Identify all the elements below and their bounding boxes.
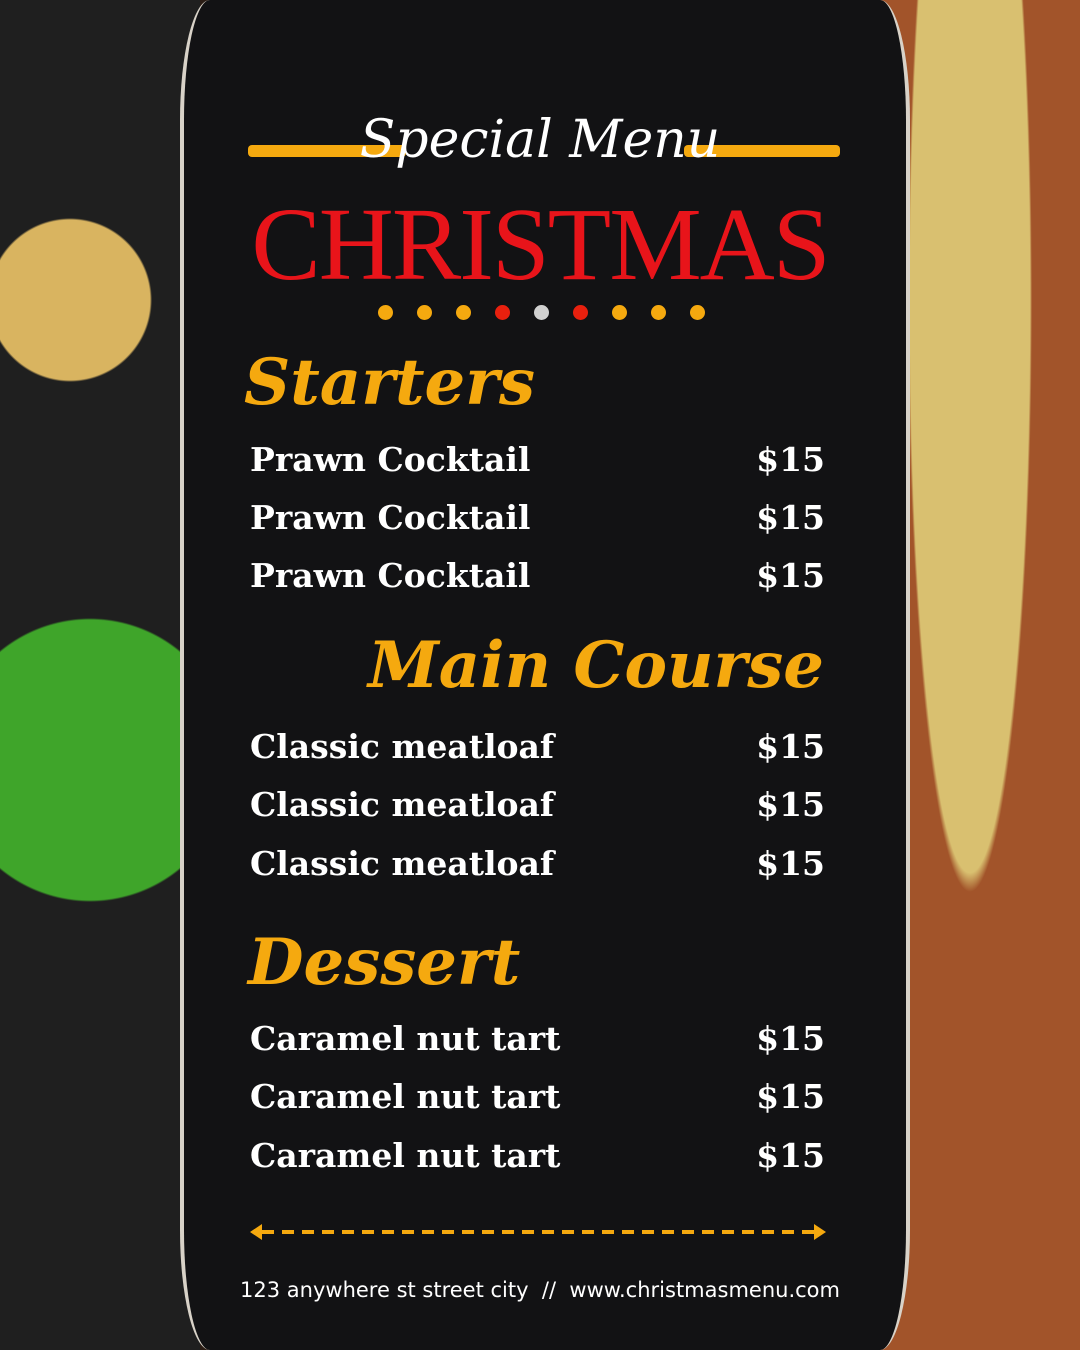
item-name: Classic meatloaf [250,844,555,883]
dot [573,305,588,320]
dot [378,305,393,320]
item-name: Prawn Cocktail [250,498,531,537]
item-name: Prawn Cocktail [250,440,531,479]
menu-item: Classic meatloaf $15 [250,727,825,766]
item-price: $15 [756,727,825,766]
item-price: $15 [756,1136,825,1175]
decorative-dots [378,305,705,320]
dot [456,305,471,320]
double-arrow-divider-icon [250,1224,826,1240]
decorative-bar-left [248,145,406,157]
decorative-bar-right [684,145,840,157]
section-heading-starters: Starters [244,345,535,420]
menu-item: Classic meatloaf $15 [250,844,825,883]
food-photo-left [0,0,200,1350]
item-name: Caramel nut tart [250,1019,561,1058]
item-name: Prawn Cocktail [250,556,531,595]
item-price: $15 [756,1077,825,1116]
dot [651,305,666,320]
dot [495,305,510,320]
dot [612,305,627,320]
subtitle: Special Menu [359,110,721,170]
dot [417,305,432,320]
item-price: $15 [756,556,825,595]
item-price: $15 [756,844,825,883]
item-name: Caramel nut tart [250,1077,561,1116]
dot [534,305,549,320]
menu-item: Prawn Cocktail $15 [250,498,825,537]
section-heading-main-course: Main Course [367,628,824,703]
footer-address: 123 anywhere st street city // www.chris… [240,1278,840,1302]
item-price: $15 [756,440,825,479]
item-price: $15 [756,1019,825,1058]
menu-item: Prawn Cocktail $15 [250,440,825,479]
menu-item: Prawn Cocktail $15 [250,556,825,595]
item-name: Caramel nut tart [250,1136,561,1175]
section-heading-dessert: Dessert [248,925,521,1000]
page-title: CHRISTMAS [251,187,830,302]
menu-item: Caramel nut tart $15 [250,1019,825,1058]
item-name: Classic meatloaf [250,785,555,824]
item-price: $15 [756,785,825,824]
menu-item: Classic meatloaf $15 [250,785,825,824]
dot [690,305,705,320]
item-name: Classic meatloaf [250,727,555,766]
menu-item: Caramel nut tart $15 [250,1136,825,1175]
menu-item: Caramel nut tart $15 [250,1077,825,1116]
item-price: $15 [756,498,825,537]
menu-panel [180,0,910,1350]
